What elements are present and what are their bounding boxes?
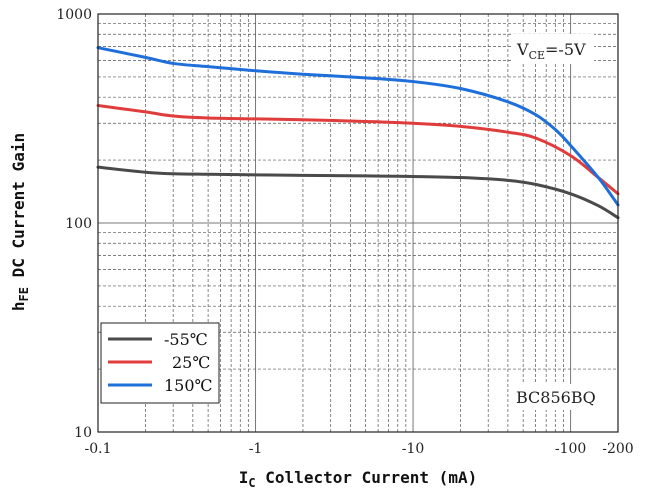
condition-main: V [516,40,529,59]
legend-label-neg55: -55℃ [164,330,208,349]
series-line-25 [96,103,620,196]
x-tick-label: -10 [402,441,425,457]
condition-rest: =-5V [545,40,586,59]
plot-frame [97,13,619,433]
series-line-neg55 [96,165,620,220]
series-line-150 [96,46,620,207]
legend: -55℃ 25℃ 150℃ [100,322,220,404]
y-axis-title-main: h [9,301,28,311]
tick-labels: -0.1 -1 -10 -100 -200 10 100 1000 [56,7,633,457]
x-axis-title-main: I [239,468,249,487]
condition-sub: CE [529,49,545,62]
y-axis-title-sub: FE [17,287,31,301]
legend-label-150: 150℃ [164,376,212,395]
x-axis-title-sub: C [248,476,255,490]
legend-label-25: 25℃ [172,353,210,372]
y-tick-label: 100 [65,216,92,232]
y-tick-label: 10 [74,425,92,441]
x-axis-title-rest: Collector Current (mA) [256,468,478,487]
x-tick-label: -200 [602,441,633,457]
part-number-annotation: BC856BQ [510,384,600,410]
y-tick-label: 1000 [56,7,92,23]
x-axis-title: IC Collector Current (mA) [239,468,477,490]
x-tick-label: -100 [555,441,586,457]
part-number: BC856BQ [516,388,596,407]
x-tick-label: -0.1 [85,441,112,457]
x-tick-label: -1 [249,441,263,457]
condition-annotation: VCE=-5V [512,34,594,64]
svg-text:VCE=-5V: VCE=-5V [516,40,586,62]
series-lines [96,46,620,220]
y-axis-title: hFE DC Current Gain [9,133,31,311]
y-axis-title-rest: DC Current Gain [9,133,28,287]
